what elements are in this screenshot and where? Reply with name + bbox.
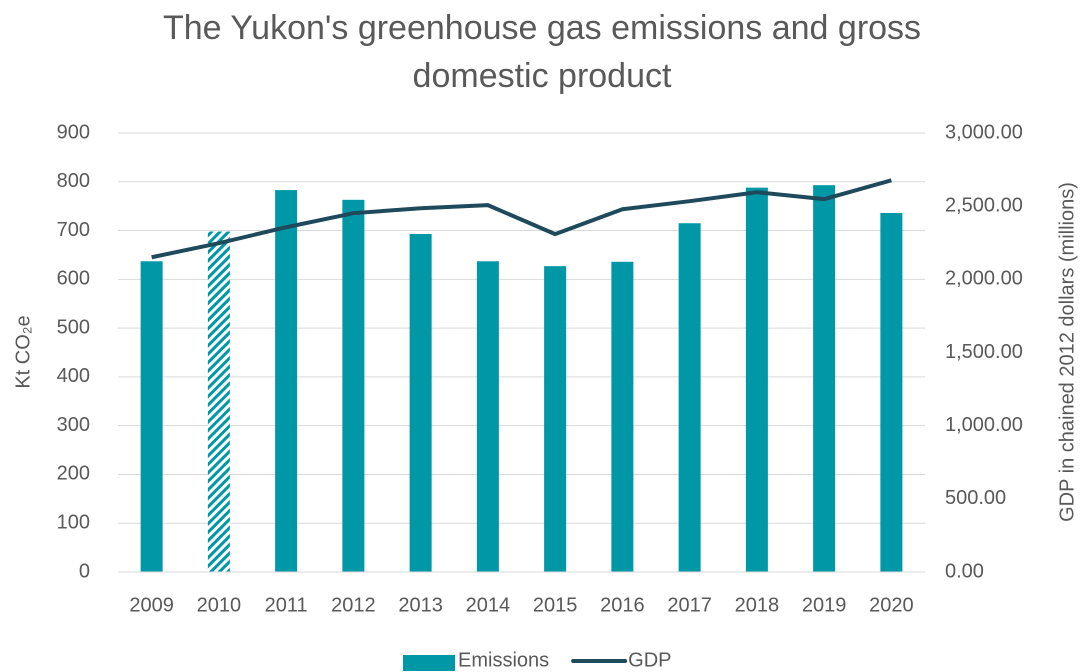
x-tick-label: 2012: [331, 594, 376, 616]
bar: [140, 261, 163, 572]
bar: [544, 266, 567, 572]
y-tick-label: 400: [57, 365, 90, 387]
y-tick-label: 600: [57, 268, 90, 290]
x-tick-label: 2009: [129, 594, 174, 616]
x-tick-label: 2015: [533, 594, 578, 616]
y-tick-label: 800: [57, 170, 90, 192]
x-tick-label: 2019: [802, 594, 847, 616]
y2-tick-label: 3,000.00: [945, 121, 1023, 143]
bar: [342, 199, 365, 572]
chart-title: The Yukon's greenhouse gas emissions and…: [162, 9, 922, 95]
y-tick-label: 100: [57, 512, 90, 534]
bar: [409, 233, 432, 572]
bar: [678, 223, 701, 572]
x-tick-label: 2017: [667, 594, 712, 616]
y-tick-label: 700: [57, 219, 90, 241]
x-tick-label: 2016: [600, 594, 645, 616]
y-tick-label: 200: [57, 463, 90, 485]
bar: [611, 261, 634, 572]
y-tick-label: 0: [79, 560, 90, 582]
y-axis-label: Kt CO₂e: [12, 315, 34, 388]
x-tick-label: 2020: [869, 594, 914, 616]
y-tick-label: 300: [57, 414, 90, 436]
legend-label: GDP: [628, 649, 671, 671]
x-tick-label: 2010: [197, 594, 242, 616]
y2-tick-label: 1,500.00: [945, 341, 1023, 363]
line: [151, 178, 892, 260]
bar: [275, 190, 298, 572]
y2-tick-label: 500.00: [945, 487, 1006, 509]
y2-tick-label: 2,000.00: [945, 268, 1023, 290]
y2-tick-label: 1,000.00: [945, 414, 1023, 436]
x-tick-label: 2018: [735, 594, 780, 616]
x-tick-label: 2011: [265, 594, 308, 616]
x-tick-label: 2014: [466, 594, 511, 616]
y2-tick-label: 0.00: [945, 560, 984, 582]
bar: [813, 185, 836, 573]
y-tick-label: 500: [57, 316, 90, 338]
y2-axis-label: GDP in chained 2012 dollars (millions): [1056, 182, 1078, 522]
bar: [476, 261, 499, 572]
y2-tick-label: 2,500.00: [945, 194, 1023, 216]
bar: [745, 187, 768, 572]
legend-label: Emissions: [458, 649, 549, 671]
bar: [207, 231, 230, 572]
x-tick-label: 2013: [398, 594, 443, 616]
legend-swatch: [403, 655, 455, 671]
y-tick-label: 900: [57, 121, 90, 143]
bar: [880, 212, 903, 573]
